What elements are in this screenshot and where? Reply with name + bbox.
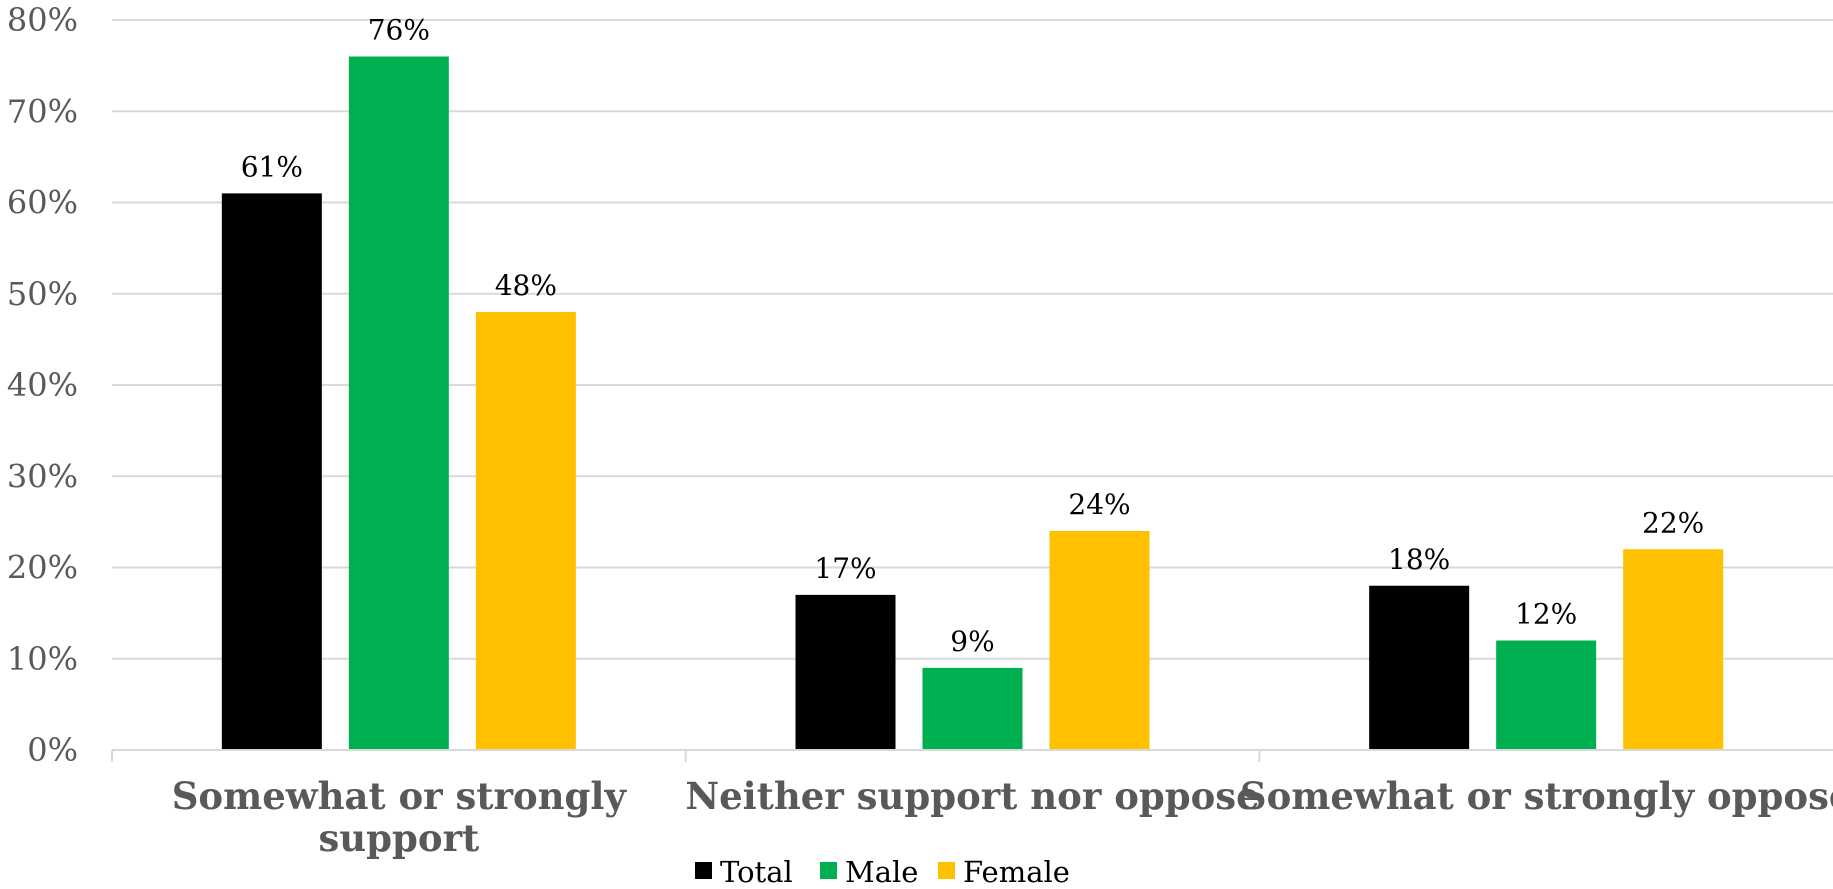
bar-female-0 [475,312,576,750]
legend-label-total: Total [720,855,793,889]
bar-total-1 [795,594,896,750]
bar-total-2 [1369,585,1470,750]
category-label: Somewhat or strongly [172,774,628,818]
data-label-total-2: 18% [1388,543,1450,576]
x-axis [111,749,1833,762]
data-label-female-2: 22% [1642,506,1704,539]
y-tick-label: 0% [27,731,78,769]
legend-label-male: Male [845,855,918,889]
data-label-total-1: 17% [814,552,876,585]
legend-swatch-female [938,862,955,879]
data-label-female-0: 48% [495,269,557,302]
y-tick-label: 80% [7,1,78,39]
y-tick-label: 70% [7,92,78,130]
y-tick-label: 20% [7,549,78,587]
legend-label-female: Female [963,855,1070,889]
category-label: support [318,816,479,860]
y-tick-label: 60% [7,184,78,222]
data-labels: 61% 76% 48% 17% 9% 24% 18% 12% 22% [241,14,1705,658]
y-tick-label: 50% [7,275,78,313]
data-label-male-1: 9% [950,625,994,658]
legend-swatch-total [695,862,712,879]
y-axis-tick-labels: 0% 10% 20% 30% 40% 50% 60% 70% 80% [7,1,78,769]
bar-male-1 [922,667,1023,750]
bar-male-2 [1496,640,1597,750]
data-label-male-0: 76% [368,14,430,47]
bar-male-0 [348,56,449,750]
bar-total-0 [221,193,322,750]
data-label-female-1: 24% [1068,488,1130,521]
bars [221,56,1724,750]
y-tick-label: 10% [7,640,78,678]
bar-female-1 [1049,531,1150,750]
y-tick-label: 40% [7,366,78,404]
bar-female-2 [1623,549,1724,750]
data-label-male-2: 12% [1515,598,1577,631]
legend: Total Male Female [695,855,1070,889]
data-label-total-0: 61% [241,150,303,183]
category-label: Somewhat or strongly oppose [1240,774,1833,818]
legend-swatch-male [820,862,837,879]
category-label: Neither support nor oppose [685,774,1259,818]
y-tick-label: 30% [7,457,78,495]
